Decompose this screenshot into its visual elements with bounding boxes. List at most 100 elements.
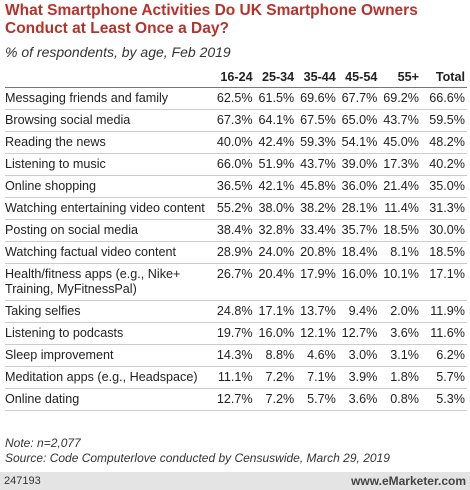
table-row: Online dating 12.7% 7.2% 5.7% 3.6% 0.8% 5.3% — [5, 388, 467, 411]
cell: 38.4% — [213, 219, 255, 242]
cell: 14.3% — [213, 344, 255, 367]
cell: 35.7% — [337, 219, 380, 242]
cell: 20.8% — [296, 241, 338, 264]
table-row: Taking selfies 24.8% 17.1% 13.7% 9.4% 2.0% 11.… — [5, 300, 467, 323]
column-header: 16-24 — [213, 67, 255, 88]
cell: 28.9% — [213, 241, 255, 264]
cell: 4.6% — [296, 344, 338, 367]
data-table: 16-24 25-34 35-44 45-54 55+ Total Messaging f… — [5, 67, 467, 411]
table-row: Listening to podcasts 19.7% 16.0% 12.1% 12.7… — [5, 322, 467, 345]
cell: 3.6% — [337, 388, 380, 411]
cell: 17.1% — [254, 300, 297, 323]
cell: 55.2% — [213, 197, 255, 220]
cell: 67.5% — [296, 109, 338, 132]
cell: 17.1% — [421, 263, 467, 301]
footer: 247193 www.eMarketer.com — [0, 472, 470, 490]
cell: 2.0% — [379, 300, 421, 323]
row-label: Watching factual video content — [5, 241, 213, 264]
cell: 67.7% — [337, 87, 380, 110]
cell: 40.0% — [213, 131, 255, 154]
notes: Note: n=2,077 Source: Code Computerlove … — [5, 436, 390, 466]
note: Note: n=2,077 — [5, 436, 81, 450]
cell: 8.1% — [379, 241, 421, 264]
row-label: Browsing social media — [5, 109, 213, 132]
cell: 11.4% — [379, 197, 421, 220]
column-header: 25-34 — [254, 67, 297, 88]
cell: 64.1% — [254, 109, 297, 132]
cell: 1.8% — [379, 366, 421, 389]
cell: 3.0% — [337, 344, 380, 367]
table-row: Listening to music 66.0% 51.9% 43.7% 39.0% 17… — [5, 153, 467, 176]
table-row: Watching factual video content 28.9% 24.0%… — [5, 241, 467, 264]
column-header: 55+ — [379, 67, 421, 88]
cell: 13.7% — [296, 300, 338, 323]
header-cell — [5, 67, 213, 88]
chart-id: 247193 — [4, 475, 41, 487]
cell: 31.3% — [421, 197, 467, 220]
row-label: Online shopping — [5, 175, 213, 198]
cell: 16.0% — [337, 263, 380, 301]
cell: 17.9% — [296, 263, 338, 301]
cell: 62.5% — [213, 87, 255, 110]
cell: 36.5% — [213, 175, 255, 198]
row-label: Meditation apps (e.g., Headspace) — [5, 366, 213, 389]
row-label: Taking selfies — [5, 300, 213, 323]
row-label: Sleep improvement — [5, 344, 213, 367]
cell: 7.1% — [296, 366, 338, 389]
cell: 0.8% — [379, 388, 421, 411]
cell: 43.7% — [379, 109, 421, 132]
cell: 38.0% — [254, 197, 297, 220]
table-row: Reading the news 40.0% 42.4% 59.3% 54.1% 45.0… — [5, 131, 467, 154]
cell: 35.0% — [421, 175, 467, 198]
cell: 65.0% — [337, 109, 380, 132]
table-row: Health/fitness apps (e.g., Nike+ Trainin… — [5, 263, 467, 301]
cell: 16.0% — [254, 322, 297, 345]
cell: 10.1% — [379, 263, 421, 301]
cell: 6.2% — [421, 344, 467, 367]
cell: 24.0% — [254, 241, 297, 264]
cell: 45.0% — [379, 131, 421, 154]
column-header: 45-54 — [337, 67, 380, 88]
cell: 18.5% — [379, 219, 421, 242]
cell: 51.9% — [254, 153, 297, 176]
header-row: 16-24 25-34 35-44 45-54 55+ Total — [5, 67, 467, 88]
cell: 40.2% — [421, 153, 467, 176]
cell: 69.6% — [296, 87, 338, 110]
table-row: Posting on social media 38.4% 32.8% 33.4% 35… — [5, 219, 467, 242]
cell: 42.4% — [254, 131, 297, 154]
row-label: Listening to podcasts — [5, 322, 213, 345]
row-label: Posting on social media — [5, 219, 213, 242]
cell: 19.7% — [213, 322, 255, 345]
cell: 11.9% — [421, 300, 467, 323]
table-header: 16-24 25-34 35-44 45-54 55+ Total — [5, 67, 467, 88]
row-label: Health/fitness apps (e.g., Nike+ Trainin… — [5, 263, 213, 301]
cell: 26.7% — [213, 263, 255, 301]
row-label: Listening to music — [5, 153, 213, 176]
cell: 3.9% — [337, 366, 380, 389]
title: What Smartphone Activities Do UK Smartph… — [5, 2, 418, 37]
cell: 42.1% — [254, 175, 297, 198]
table-row: Online shopping 36.5% 42.1% 45.8% 36.0% 21.4%… — [5, 175, 467, 198]
cell: 39.0% — [337, 153, 380, 176]
table-row: Watching entertaining video content 55.2%… — [5, 197, 467, 220]
cell: 7.2% — [254, 388, 297, 411]
cell: 43.7% — [296, 153, 338, 176]
cell: 24.8% — [213, 300, 255, 323]
cell: 36.0% — [337, 175, 380, 198]
cell: 30.0% — [421, 219, 467, 242]
cell: 8.8% — [254, 344, 297, 367]
cell: 5.7% — [421, 366, 467, 389]
cell: 32.8% — [254, 219, 297, 242]
cell: 59.3% — [296, 131, 338, 154]
table-body: Messaging friends and family 62.5% 61.5% 69… — [5, 87, 467, 411]
source: Source: Code Computerlove conducted by C… — [5, 451, 390, 465]
cell: 66.0% — [213, 153, 255, 176]
cell: 38.2% — [296, 197, 338, 220]
subtitle: % of respondents, by age, Feb 2019 — [5, 44, 231, 60]
cell: 69.2% — [379, 87, 421, 110]
table-row: Meditation apps (e.g., Headspace) 11.1% 7.… — [5, 366, 467, 389]
cell: 5.3% — [421, 388, 467, 411]
cell: 12.1% — [296, 322, 338, 345]
column-header: Total — [421, 67, 467, 88]
